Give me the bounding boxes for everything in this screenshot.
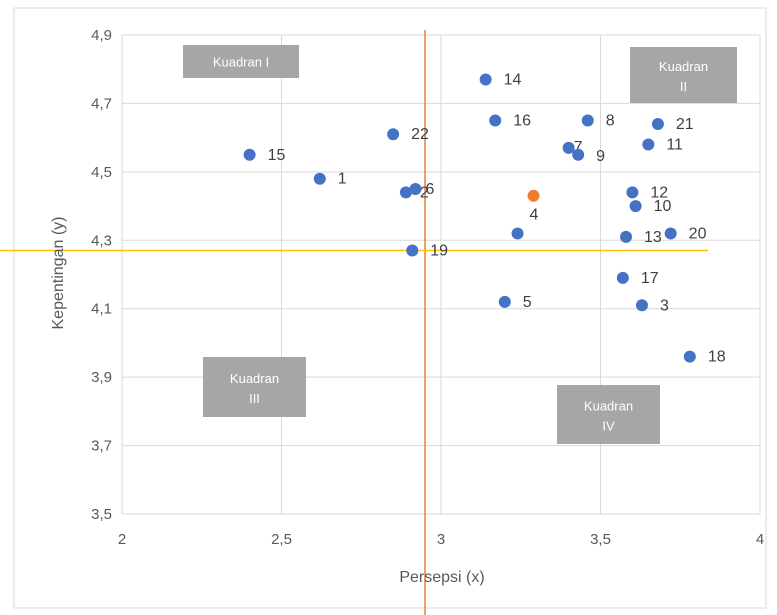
data-point-label: 17 xyxy=(641,270,659,287)
data-point-label: 8 xyxy=(606,113,615,130)
data-point xyxy=(498,295,511,308)
tick-labels: 3,5 3,7 3,9 4,1 4,3 4,5 4,7 4,9 2 2,5 3 3,5 4 xyxy=(91,27,764,548)
data-point-label: 20 xyxy=(689,225,707,242)
data-point xyxy=(651,117,664,130)
quadrant-box xyxy=(203,357,306,417)
data-point-label: 1 xyxy=(338,171,347,188)
mean-lines xyxy=(0,30,708,615)
data-point-label: 16 xyxy=(513,113,531,130)
data-point xyxy=(406,244,419,257)
data-point xyxy=(511,227,524,240)
data-point xyxy=(243,148,256,161)
quadrant-title: Kuadran xyxy=(659,59,708,74)
data-point-label: 14 xyxy=(504,71,522,88)
x-tick-label: 2,5 xyxy=(271,531,292,548)
gridlines xyxy=(121,34,761,515)
data-point xyxy=(581,114,594,127)
data-point xyxy=(642,138,655,151)
data-point xyxy=(479,73,492,86)
x-axis-title: Persepsi (x) xyxy=(399,569,484,586)
y-tick-label: 4,7 xyxy=(91,95,112,112)
data-point-label: 3 xyxy=(660,297,669,314)
data-point xyxy=(409,182,422,195)
data-point xyxy=(683,350,696,363)
quadrant-box xyxy=(630,47,737,103)
data-point xyxy=(399,186,412,199)
data-point-label: 19 xyxy=(430,243,448,260)
data-point xyxy=(626,186,639,199)
data-point xyxy=(620,230,633,243)
quadrant-box xyxy=(557,385,660,444)
y-tick-label: 4,5 xyxy=(91,164,112,181)
data-point-label: 18 xyxy=(708,349,726,366)
data-point-label: 21 xyxy=(676,116,694,133)
quadrant-title: Kuadran I xyxy=(213,55,269,70)
data-point-label: 13 xyxy=(644,229,662,246)
chart-border xyxy=(13,7,767,609)
y-tick-label: 4,9 xyxy=(91,27,112,44)
quadrant-number: IV xyxy=(602,419,615,434)
data-point-label: 7 xyxy=(574,139,583,156)
x-tick-label: 3,5 xyxy=(590,531,611,548)
data-point xyxy=(616,271,629,284)
data-point xyxy=(313,172,326,185)
data-point xyxy=(629,200,642,213)
data-point-label: 10 xyxy=(654,198,672,215)
y-tick-label: 4,3 xyxy=(91,232,112,249)
data-point-label: 15 xyxy=(268,147,286,164)
data-point xyxy=(664,227,677,240)
x-tick-label: 4 xyxy=(756,531,764,548)
quadrant-box xyxy=(183,45,299,78)
quadrant-labels: Kuadran I Kuadran II Kuadran III Kuadran IV xyxy=(183,45,737,444)
data-point-label: 9 xyxy=(596,148,605,165)
quadrant-number: III xyxy=(249,391,260,406)
mean-data-point xyxy=(527,189,540,202)
data-point xyxy=(489,114,502,127)
data-point-label: 11 xyxy=(666,136,683,153)
y-tick-label: 4,1 xyxy=(91,301,112,318)
y-axis-title: Kepentingan (y) xyxy=(50,217,67,330)
data-point-label: 5 xyxy=(523,294,532,311)
x-tick-label: 2 xyxy=(118,531,126,548)
data-point-label: 6 xyxy=(425,181,434,198)
quadrant-title: Kuadran xyxy=(584,399,633,414)
data-point-label: 4 xyxy=(530,206,539,223)
data-point xyxy=(562,141,575,154)
y-tick-label: 3,5 xyxy=(91,506,112,523)
data-point-label: 22 xyxy=(411,126,429,143)
quadrant-title: Kuadran xyxy=(230,371,279,386)
data-point xyxy=(635,299,648,312)
y-tick-label: 3,7 xyxy=(91,438,112,455)
data-point-label: 2 xyxy=(420,184,429,201)
x-tick-label: 3 xyxy=(437,531,445,548)
y-tick-label: 3,9 xyxy=(91,369,112,386)
quadrant-number: II xyxy=(680,79,687,94)
data-point-label: 12 xyxy=(650,184,668,201)
data-point xyxy=(572,148,585,161)
data-point xyxy=(387,128,400,141)
